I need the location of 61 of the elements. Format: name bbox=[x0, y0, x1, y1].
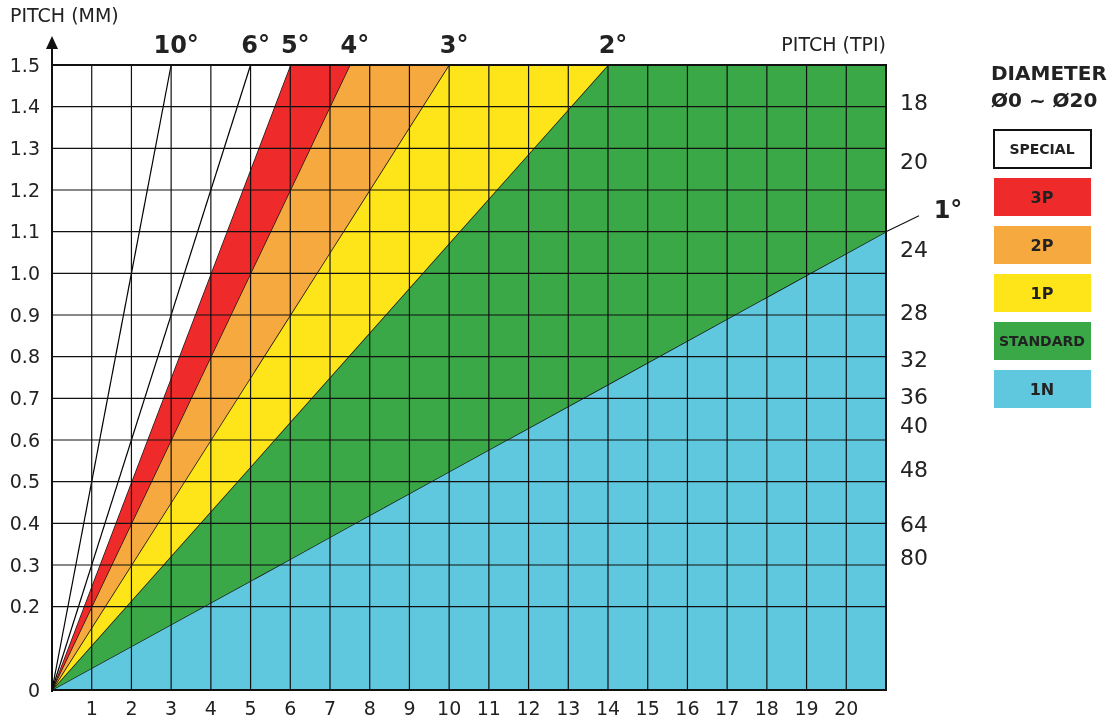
annotation: 5° bbox=[280, 31, 310, 59]
y-tick-label: 1.0 bbox=[9, 261, 40, 284]
y-tick-label: 1.3 bbox=[9, 136, 40, 159]
text: 20 bbox=[900, 148, 928, 174]
y-tick-label: 1.4 bbox=[9, 95, 40, 118]
x-tick-label: 9 bbox=[403, 697, 416, 719]
text: 3P bbox=[1030, 187, 1054, 207]
text: 2P bbox=[1030, 235, 1054, 255]
x-tick-label: 6 bbox=[284, 697, 297, 719]
x-tick-label: 12 bbox=[516, 697, 541, 719]
y-tick-label: 1.2 bbox=[9, 178, 40, 201]
annotation: 2° bbox=[598, 31, 628, 59]
x-tick-label: 3 bbox=[165, 697, 178, 719]
x-tick-label: 14 bbox=[595, 697, 621, 719]
legend-title: DIAMETER Ø0 ~ Ø20 bbox=[991, 61, 1107, 112]
y-tick-label: 0.5 bbox=[9, 470, 40, 493]
annotation: 1° bbox=[933, 195, 963, 224]
text: 1N bbox=[1029, 379, 1055, 399]
x-tick-label: 13 bbox=[556, 697, 581, 719]
annotation: 10° bbox=[153, 31, 199, 59]
y-tick-label: 0.8 bbox=[9, 345, 40, 368]
x-tick-label: 16 bbox=[675, 697, 700, 719]
y-tick-label: 1.5 bbox=[9, 53, 40, 76]
x-tick-label: 11 bbox=[476, 697, 501, 719]
x-tick-label: 20 bbox=[834, 697, 859, 719]
y-tick-label: 0.4 bbox=[9, 511, 40, 534]
text: 28 bbox=[900, 299, 928, 325]
text: 1P bbox=[1030, 283, 1054, 303]
x-tick-label: 1 bbox=[85, 697, 98, 719]
text: 36 bbox=[900, 383, 928, 409]
annotation: 6° bbox=[241, 31, 270, 59]
y-tick-label: 0.9 bbox=[9, 303, 40, 326]
annotation: 4° bbox=[340, 31, 370, 59]
x-tick-label: 18 bbox=[754, 697, 779, 719]
text: 80 bbox=[900, 545, 928, 571]
x-tick-label: 10 bbox=[437, 697, 462, 719]
text: 32 bbox=[900, 346, 928, 372]
y2-axis-title: PITCH (TPI) bbox=[781, 33, 886, 55]
x-tick-label: 15 bbox=[635, 697, 660, 719]
text: SPECIAL bbox=[1009, 140, 1075, 157]
y-tick-label: 0.2 bbox=[9, 595, 40, 618]
y-axis-title: PITCH (MM) bbox=[10, 4, 119, 26]
x-tick-label: 19 bbox=[794, 697, 819, 719]
y-tick-label: 0 bbox=[27, 678, 40, 701]
y-tick-label: 0.7 bbox=[9, 386, 40, 409]
y-tick-label: 0.6 bbox=[9, 428, 40, 451]
x-tick-label: 17 bbox=[715, 697, 740, 719]
text: 48 bbox=[900, 457, 928, 483]
y-tick-label: 0.3 bbox=[9, 553, 40, 576]
text: 24 bbox=[900, 236, 928, 262]
text: 18 bbox=[900, 89, 928, 115]
y-tick-label: 1.1 bbox=[9, 220, 40, 243]
x-tick-label: 5 bbox=[244, 697, 257, 719]
text: STANDARD bbox=[999, 332, 1085, 349]
x-tick-label: 8 bbox=[363, 697, 376, 719]
x-tick-label: 7 bbox=[323, 697, 337, 719]
x-tick-label: 2 bbox=[125, 697, 138, 719]
text: 64 bbox=[900, 512, 928, 538]
annotation: 3° bbox=[439, 31, 469, 59]
text: 40 bbox=[900, 413, 928, 439]
x-tick-label: 4 bbox=[204, 697, 217, 719]
